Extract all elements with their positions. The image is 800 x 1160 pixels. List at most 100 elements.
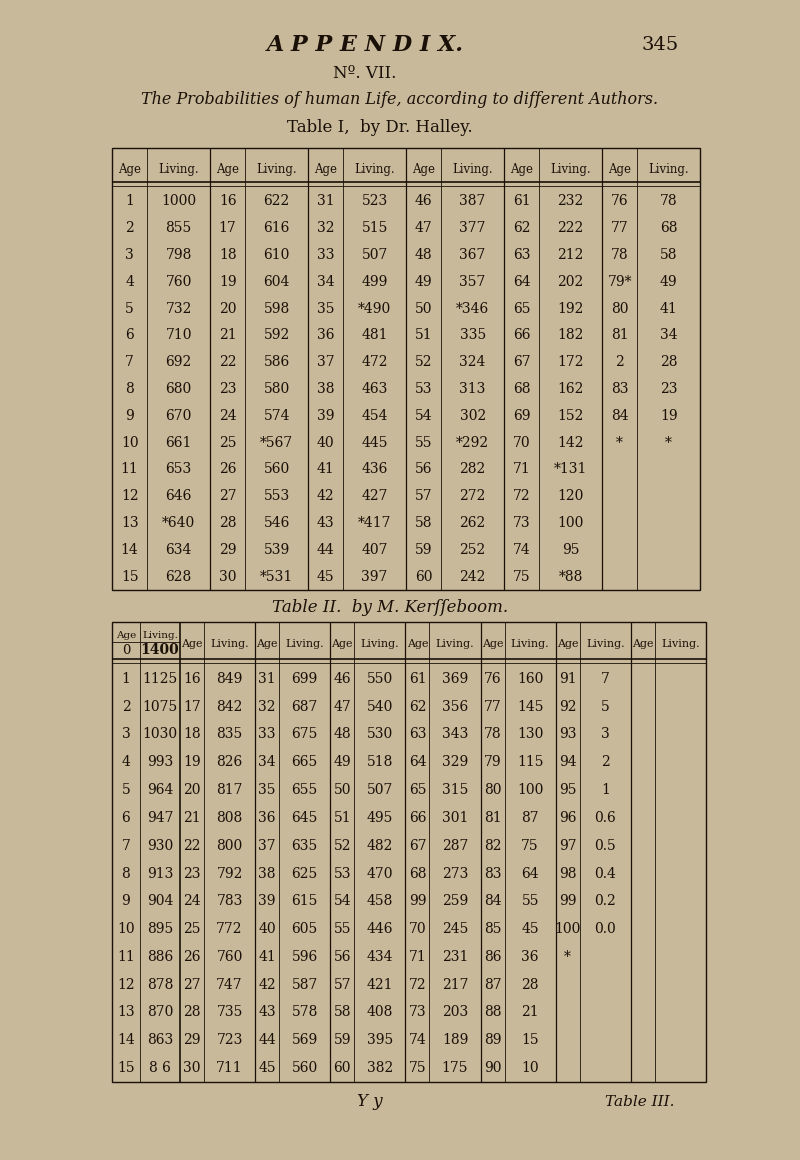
Text: 46: 46 [415,195,433,209]
Text: 655: 655 [292,783,318,797]
Text: 99: 99 [409,894,426,908]
Text: 77: 77 [610,222,629,235]
Text: *567: *567 [260,436,294,450]
Text: 100: 100 [517,783,543,797]
Text: 518: 518 [366,755,393,769]
Text: 800: 800 [217,839,242,853]
Text: Living.: Living. [286,639,324,648]
Text: 66: 66 [409,811,426,825]
Text: 301: 301 [442,811,468,825]
Text: 616: 616 [263,222,290,235]
Text: 27: 27 [183,978,201,992]
Text: 515: 515 [362,222,388,235]
Text: 76: 76 [484,672,502,686]
Text: 592: 592 [263,328,290,342]
Text: 482: 482 [366,839,393,853]
Text: 43: 43 [258,1006,276,1020]
Text: 49: 49 [660,275,678,289]
Text: Age: Age [118,164,141,176]
Text: 68: 68 [409,867,426,880]
Text: 10: 10 [522,1061,539,1075]
Text: 45: 45 [522,922,539,936]
Text: 463: 463 [362,382,388,396]
Text: 9: 9 [126,408,134,422]
Text: Nº. VII.: Nº. VII. [334,65,397,81]
Text: 2: 2 [615,355,624,369]
Text: 245: 245 [442,922,468,936]
Text: 20: 20 [183,783,201,797]
Text: 80: 80 [611,302,628,316]
Text: 40: 40 [317,436,334,450]
Text: 760: 760 [166,275,192,289]
Text: 357: 357 [459,275,486,289]
Text: 41: 41 [258,950,276,964]
Text: 72: 72 [513,490,530,503]
Text: The Probabilities of human Life, according to different Authors.: The Probabilities of human Life, accordi… [142,92,658,109]
Text: 615: 615 [291,894,318,908]
Text: 86: 86 [484,950,502,964]
Text: 21: 21 [219,328,237,342]
Text: 598: 598 [263,302,290,316]
Text: 75: 75 [522,839,539,853]
Text: 335: 335 [459,328,486,342]
Text: 100: 100 [558,516,584,530]
Text: 28: 28 [183,1006,201,1020]
Text: 39: 39 [317,408,334,422]
Text: *: * [666,436,672,450]
Text: 68: 68 [513,382,530,396]
Text: 73: 73 [409,1006,426,1020]
Text: 710: 710 [166,328,192,342]
Text: 596: 596 [292,950,318,964]
Text: 692: 692 [166,355,192,369]
Text: 28: 28 [660,355,678,369]
Text: 51: 51 [334,811,351,825]
Text: 0.5: 0.5 [594,839,616,853]
Text: 32: 32 [258,699,276,713]
Text: 687: 687 [291,699,318,713]
Text: 315: 315 [442,783,468,797]
Text: Living.: Living. [452,164,493,176]
Text: 0.4: 0.4 [594,867,616,880]
Text: 92: 92 [559,699,577,713]
Text: 130: 130 [517,727,543,741]
Text: 699: 699 [292,672,318,686]
Text: 395: 395 [366,1034,393,1047]
Text: 8: 8 [126,382,134,396]
Text: 152: 152 [558,408,584,422]
Text: 407: 407 [362,543,388,557]
Text: 446: 446 [366,922,393,936]
Text: 397: 397 [362,570,388,583]
Text: 77: 77 [484,699,502,713]
Text: 18: 18 [183,727,201,741]
Text: 377: 377 [459,222,486,235]
Text: 560: 560 [263,463,290,477]
Text: Living.: Living. [158,164,199,176]
Text: 85: 85 [484,922,502,936]
Text: 64: 64 [409,755,426,769]
Text: 855: 855 [166,222,192,235]
Text: 574: 574 [263,408,290,422]
Text: 1400: 1400 [141,643,179,657]
Text: 3: 3 [126,248,134,262]
Text: 560: 560 [292,1061,318,1075]
Text: 7: 7 [122,839,130,853]
Text: 546: 546 [263,516,290,530]
Text: 287: 287 [442,839,468,853]
Text: 212: 212 [558,248,584,262]
Text: 45: 45 [258,1061,276,1075]
Text: 33: 33 [258,727,276,741]
Text: Living.: Living. [648,164,689,176]
Text: 842: 842 [217,699,242,713]
Text: 808: 808 [217,811,242,825]
Text: 142: 142 [558,436,584,450]
Text: 886: 886 [147,950,173,964]
Text: 495: 495 [366,811,393,825]
Text: 1075: 1075 [142,699,178,713]
Text: 15: 15 [117,1061,135,1075]
Text: 772: 772 [216,922,243,936]
Text: 282: 282 [459,463,486,477]
Text: 8 6: 8 6 [149,1061,171,1075]
Text: 50: 50 [415,302,432,316]
Text: 73: 73 [513,516,530,530]
Text: 17: 17 [183,699,201,713]
